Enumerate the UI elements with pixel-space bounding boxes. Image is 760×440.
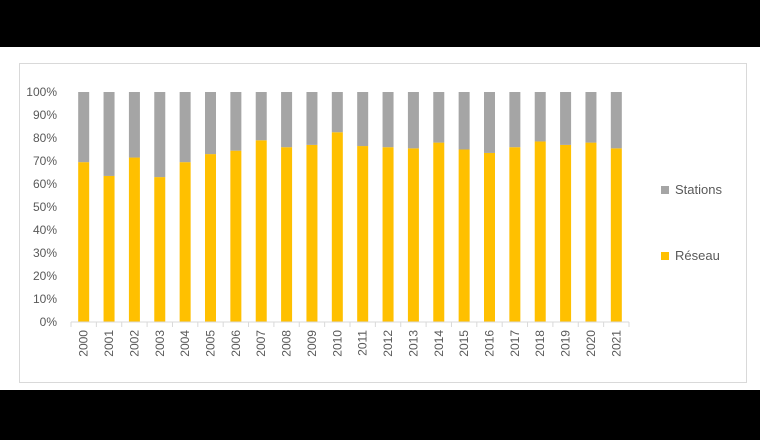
bar-reseau-2005: [205, 154, 216, 322]
bar-reseau-2014: [433, 142, 445, 322]
y-tick-label: 80%: [33, 131, 57, 145]
x-tick-label-2002: 2002: [127, 330, 141, 357]
bar-reseau-2015: [458, 149, 470, 322]
legend-label-reseau: Réseau: [675, 248, 720, 263]
bar-stations-2002: [128, 92, 140, 158]
x-tick-label-2008: 2008: [280, 330, 294, 357]
y-tick-label: 100%: [26, 85, 57, 99]
bar-stations-2006: [230, 92, 242, 151]
y-tick-label: 90%: [33, 108, 57, 122]
bar-reseau-2006: [230, 150, 242, 322]
y-tick-label: 20%: [33, 269, 57, 283]
legend-item-reseau: Réseau: [661, 248, 720, 263]
y-tick-label: 50%: [33, 200, 57, 214]
stacked-bar-chart: 0%10%20%30%40%50%60%70%80%90%100% 2000 20…: [26, 85, 630, 357]
legend-swatch-stations: [661, 185, 669, 194]
image-panel: 0% 10% 20% 30% 40% 50% 60% 70% 80% 90% 100% 2000 20…: [0, 47, 760, 390]
bar-stations-2017: [509, 92, 521, 148]
bar-reseau-2003: [154, 177, 166, 322]
x-tick-label-2003: 2003: [153, 330, 167, 357]
x-tick-label-2020: 2020: [584, 330, 598, 357]
bar-reseau-2004: [179, 162, 191, 322]
x-tick-label-2012: 2012: [381, 330, 395, 357]
bars-group: [78, 92, 622, 322]
x-tick-label-2019: 2019: [559, 330, 573, 357]
bar-reseau-2011: [357, 146, 369, 322]
bar-stations-2016: [484, 92, 495, 153]
y-tick-label: 10%: [33, 292, 57, 306]
x-tick-label-2015: 2015: [457, 330, 471, 357]
x-tick-label-2000: 2000: [77, 330, 91, 357]
y-tick-label: 70%: [33, 154, 57, 168]
x-tick-label-2009: 2009: [305, 330, 319, 357]
bar-stations-2018: [534, 92, 546, 142]
bar-stations-2005: [205, 92, 216, 155]
bar-stations-2013: [407, 92, 419, 149]
bar-stations-2020: [585, 92, 597, 143]
x-tick-label-2010: 2010: [330, 330, 344, 357]
x-axis-ticks: 2000 2001 2002 2003 2004 2005 2006 2007 2008 2009…: [70, 322, 630, 357]
bar-stations-2003: [154, 92, 166, 178]
bar-stations-2014: [433, 92, 445, 143]
x-tick-label-2001: 2001: [102, 330, 116, 357]
y-tick-label: 40%: [33, 223, 57, 237]
bar-reseau-2016: [484, 152, 495, 322]
bar-stations-2015: [458, 92, 470, 150]
bar-stations-2004: [179, 92, 191, 163]
chart-area: 0% 10% 20% 30% 40% 50% 60% 70% 80% 90% 100% 2000 20…: [19, 63, 747, 383]
bar-stations-2009: [306, 92, 318, 145]
x-tick-label-2006: 2006: [229, 330, 243, 357]
y-tick-label: 0%: [40, 315, 58, 329]
x-tick-label-2014: 2014: [432, 330, 446, 357]
x-tick-label-2011: 2011: [356, 330, 370, 356]
x-tick-label-2016: 2016: [483, 330, 497, 357]
bar-stations-2007: [255, 92, 267, 141]
bar-reseau-2002: [128, 157, 140, 322]
x-tick-label-2013: 2013: [406, 330, 420, 357]
x-tick-label-2007: 2007: [254, 330, 268, 357]
bar-stations-2012: [382, 92, 394, 148]
legend-swatch-reseau: [661, 251, 669, 260]
x-tick-label-2018: 2018: [533, 330, 547, 357]
bar-stations-2019: [560, 92, 572, 145]
bar-reseau-2010: [331, 132, 343, 322]
bar-stations-2011: [357, 92, 369, 147]
bar-stations-2010: [331, 92, 343, 133]
bar-reseau-2008: [281, 147, 293, 322]
legend-item-stations: Stations: [661, 182, 722, 197]
bar-reseau-2001: [103, 175, 115, 322]
bar-stations-2021: [610, 92, 622, 149]
y-tick-label: 30%: [33, 246, 57, 260]
bar-reseau-2007: [255, 140, 267, 322]
x-tick-label-2017: 2017: [508, 330, 522, 357]
x-tick-label-2004: 2004: [178, 330, 192, 357]
bar-reseau-2013: [407, 148, 419, 322]
y-axis-ticks: 0% 10% 20% 30% 40% 50% 60% 70% 80% 90% 100%: [26, 85, 57, 329]
bar-reseau-2009: [306, 144, 318, 322]
bar-reseau-2021: [610, 148, 622, 322]
bar-stations-2001: [103, 92, 115, 176]
legend-label-stations: Stations: [675, 182, 722, 197]
x-tick-label-2021: 2021: [609, 330, 623, 357]
bar-reseau-2000: [78, 162, 90, 322]
x-tick-label-2005: 2005: [204, 330, 218, 357]
y-tick-label: 60%: [33, 177, 57, 191]
bar-stations-2000: [78, 92, 90, 163]
bar-reseau-2020: [585, 142, 597, 322]
bar-reseau-2019: [560, 144, 572, 322]
bar-reseau-2012: [382, 147, 394, 322]
bar-reseau-2017: [509, 147, 521, 322]
bar-reseau-2018: [534, 141, 546, 322]
bar-stations-2008: [281, 92, 293, 148]
